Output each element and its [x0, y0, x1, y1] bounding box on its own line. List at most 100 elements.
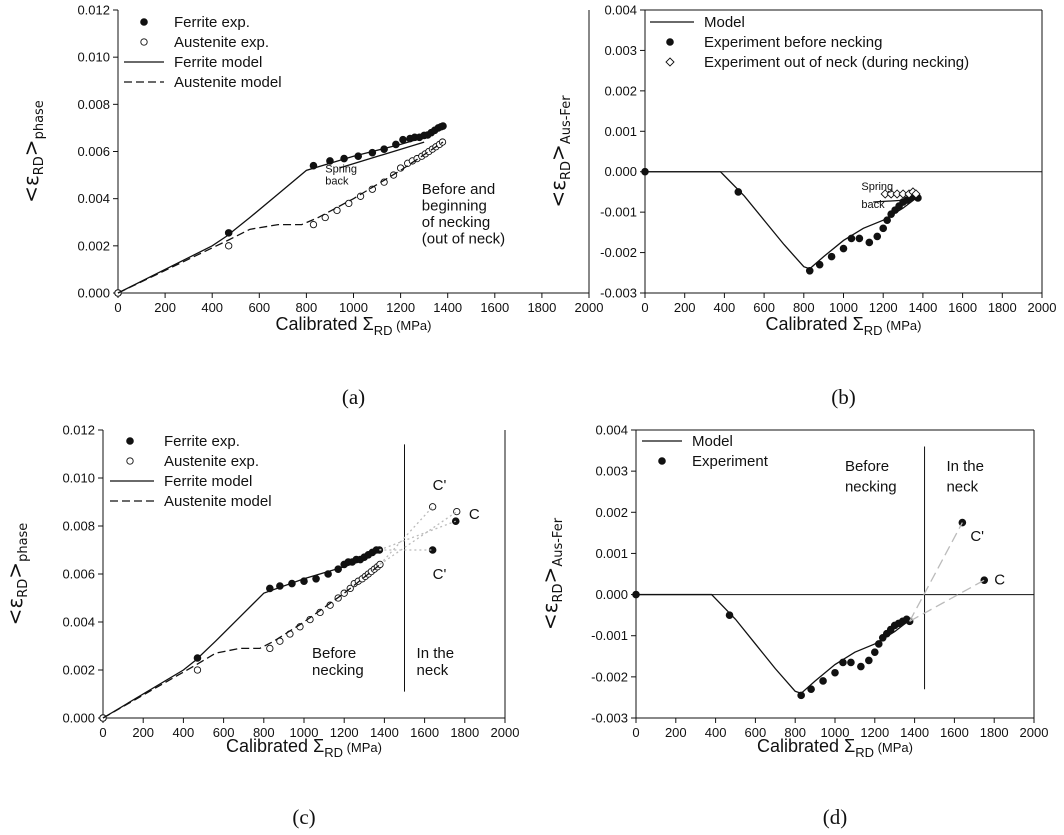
data-point-experiment [839, 658, 847, 667]
data-point-austenite-exp- [321, 213, 329, 222]
annotation-text: Spring [325, 164, 357, 176]
x-tick-label: 1400 [900, 725, 929, 740]
x-tick-label: 1800 [527, 300, 556, 315]
y-tick-label: 0.004 [604, 3, 637, 18]
data-point-experiment [819, 677, 827, 685]
y-tick-label: -0.003 [600, 286, 637, 301]
data-point-experiment [797, 691, 805, 700]
data-point-experiment-out-of-neck-during-necking- [911, 189, 921, 199]
y-tick-label: 0.000 [77, 286, 110, 301]
y-tick-label: 0.004 [62, 615, 95, 630]
series-line-guide [379, 511, 458, 565]
data-point-experiment-before-necking [873, 232, 882, 241]
data-point-experiment-before-necking [879, 224, 887, 233]
legend-label: Ferrite exp. [174, 14, 250, 31]
data-point-experiment-before-necking [883, 216, 891, 225]
x-tick-label: 200 [132, 725, 154, 740]
annotation-text: In the [417, 645, 455, 662]
legend-swatch [658, 457, 666, 465]
legend-swatch [140, 18, 148, 26]
panel-label: (b) [831, 385, 856, 409]
y-tick-label: 0.004 [595, 423, 628, 438]
series-line-guide [339, 141, 425, 169]
data-point-ferrite-exp- [428, 546, 437, 554]
data-point-experiment [865, 656, 873, 665]
y-tick-label: -0.002 [600, 245, 637, 260]
y-tick-label: 0.003 [604, 43, 637, 58]
x-tick-label: 200 [154, 300, 176, 315]
legend-label: Experiment [692, 453, 769, 470]
annotation-text: C [469, 506, 480, 523]
data-point-experiment-before-necking [815, 260, 824, 269]
x-tick-label: 1800 [450, 725, 479, 740]
series-line-guide [873, 199, 908, 203]
data-point-experiment-before-necking [839, 244, 848, 253]
x-tick-label: 1600 [480, 300, 509, 315]
annotation-text: Before [845, 458, 889, 475]
chart-panel-2: 0 200 400 600 800 1000 1200 1400 1600 1800 2000-0.… [546, 3, 1056, 410]
legend-label: Experiment before necking [704, 34, 882, 51]
data-point-experiment [725, 611, 734, 619]
annotation-text: back [861, 199, 885, 211]
annotation-text: (out of neck) [422, 230, 505, 247]
series-line-guide [909, 522, 963, 622]
legend-label: Austenite exp. [174, 34, 269, 51]
legend-label: Ferrite model [164, 473, 252, 490]
chart-panel-3: 0 200 400 600 800 1000 1200 1400 1600 1800 2000 0.0… [3, 423, 519, 830]
legend-label: Austenite model [174, 74, 282, 91]
x-tick-label: 1000 [821, 725, 850, 740]
data-point-ferrite-exp- [451, 517, 460, 525]
x-tick-label: 1200 [386, 300, 415, 315]
annotation-text: C' [970, 528, 984, 545]
annotation-text: Before and [422, 181, 495, 198]
series-line-model [645, 171, 920, 270]
data-point-experiment-before-necking [847, 234, 856, 243]
data-point-experiment-before-necking [865, 238, 874, 247]
y-tick-label: 0.001 [595, 546, 628, 561]
x-tick-label: 800 [296, 300, 318, 315]
y-tick-label: 0.012 [62, 423, 95, 438]
legend-label: Ferrite model [174, 54, 262, 71]
x-tick-label: 800 [793, 300, 815, 315]
annotation-text: C' [433, 566, 447, 583]
panel-label: (a) [342, 385, 365, 409]
annotation-text: In the [946, 458, 984, 475]
data-point-experiment [632, 590, 640, 599]
x-tick-label: 1200 [869, 300, 898, 315]
x-tick-label: 1800 [988, 300, 1017, 315]
series-line-guide [379, 520, 456, 551]
annotation-text: back [325, 176, 349, 188]
data-point-ferrite-exp- [224, 229, 233, 237]
y-tick-label: 0.008 [62, 519, 95, 534]
x-tick-label: 600 [753, 300, 775, 315]
chart-panel-1: 0 200 400 600 800 1000 1200 1400 1600 1800 2000 0.0… [19, 3, 603, 410]
x-tick-label: 400 [201, 300, 223, 315]
y-axis-label: <εRD>Aus-Fer [538, 517, 566, 630]
x-tick-label: 2000 [1020, 725, 1049, 740]
y-tick-label: -0.002 [591, 669, 628, 684]
x-tick-label: 1400 [908, 300, 937, 315]
annotation-text: beginning [422, 197, 487, 214]
y-tick-label: 0.010 [77, 50, 110, 65]
y-tick-label: 0.002 [595, 505, 628, 520]
x-tick-label: 0 [99, 725, 106, 740]
x-tick-label: 0 [632, 725, 639, 740]
data-point-experiment [980, 576, 989, 584]
legend-label: Austenite exp. [164, 453, 259, 470]
x-tick-label: 1000 [829, 300, 858, 315]
annotation-text: neck [417, 662, 449, 679]
y-axis-label: <εRD>Aus-Fer [546, 95, 574, 208]
x-tick-label: 1400 [433, 300, 462, 315]
annotation-text: C' [433, 477, 447, 494]
x-tick-label: 1400 [370, 725, 399, 740]
panel-label: (c) [292, 805, 315, 829]
data-point-experiment [874, 640, 883, 648]
x-tick-label: 600 [745, 725, 767, 740]
y-tick-label: 0.000 [62, 711, 95, 726]
y-tick-label: -0.001 [600, 205, 637, 220]
y-tick-label: 0.003 [595, 464, 628, 479]
panel-label: (d) [823, 805, 848, 829]
series-line-ferrite-model [102, 549, 381, 719]
y-axis-label: <εRD>phase [19, 100, 47, 203]
x-tick-label: 600 [248, 300, 270, 315]
